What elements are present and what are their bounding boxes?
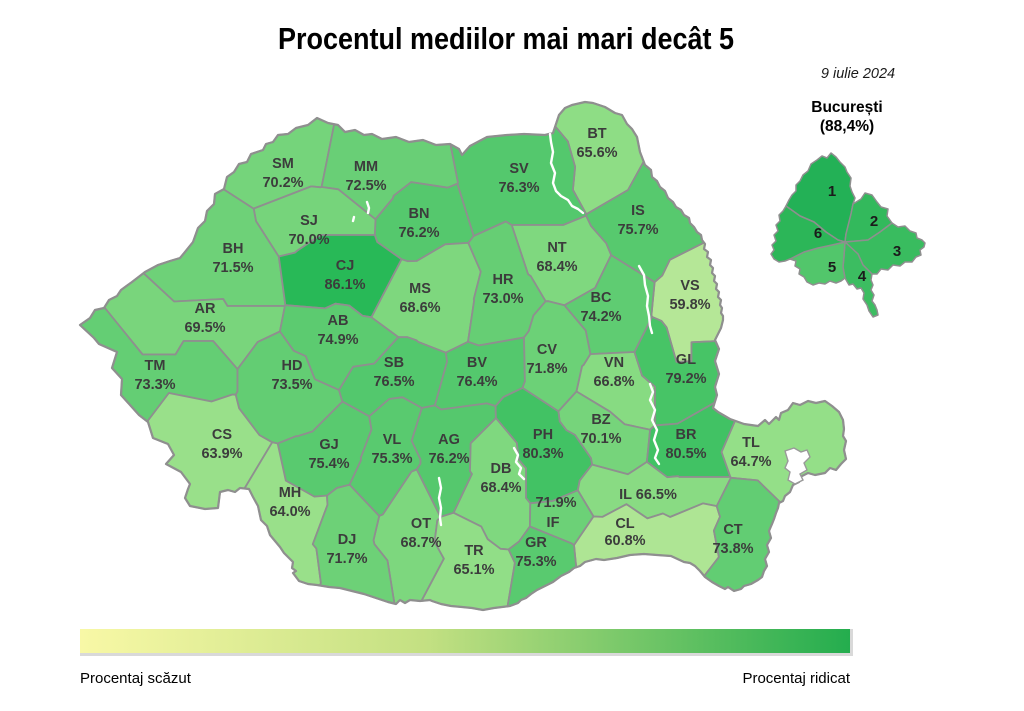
- svg-text:64.7%: 64.7%: [730, 454, 771, 470]
- svg-text:70.2%: 70.2%: [262, 175, 303, 191]
- svg-text:VN: VN: [604, 355, 624, 371]
- svg-text:DB: DB: [491, 461, 512, 477]
- svg-text:60.8%: 60.8%: [604, 533, 645, 549]
- svg-text:SJ: SJ: [300, 213, 318, 229]
- svg-text:4: 4: [858, 268, 867, 285]
- svg-text:IS: IS: [631, 203, 645, 219]
- svg-text:69.5%: 69.5%: [184, 320, 225, 336]
- svg-text:MH: MH: [279, 485, 302, 501]
- svg-text:80.3%: 80.3%: [522, 446, 563, 462]
- svg-text:GL: GL: [676, 352, 696, 368]
- svg-text:70.1%: 70.1%: [580, 431, 621, 447]
- svg-text:BN: BN: [409, 206, 430, 222]
- svg-text:SB: SB: [384, 355, 404, 371]
- svg-text:75.7%: 75.7%: [617, 222, 658, 238]
- svg-text:HD: HD: [282, 358, 303, 374]
- svg-text:68.7%: 68.7%: [400, 535, 441, 551]
- svg-text:IF: IF: [547, 515, 560, 531]
- svg-text:2: 2: [870, 213, 878, 230]
- svg-text:NT: NT: [547, 240, 566, 256]
- svg-text:BZ: BZ: [591, 412, 610, 428]
- svg-text:CT: CT: [723, 522, 742, 538]
- svg-text:VL: VL: [383, 432, 402, 448]
- svg-text:HR: HR: [493, 272, 514, 288]
- svg-text:GR: GR: [525, 535, 547, 551]
- svg-text:64.0%: 64.0%: [269, 504, 310, 520]
- svg-text:MM: MM: [354, 159, 378, 175]
- svg-text:73.3%: 73.3%: [134, 377, 175, 393]
- svg-text:BV: BV: [467, 355, 487, 371]
- svg-text:71.8%: 71.8%: [526, 361, 567, 377]
- svg-text:AG: AG: [438, 432, 460, 448]
- svg-text:OT: OT: [411, 516, 431, 532]
- svg-text:BC: BC: [591, 290, 612, 306]
- svg-text:66.8%: 66.8%: [593, 374, 634, 390]
- svg-text:75.3%: 75.3%: [515, 554, 556, 570]
- svg-text:Procentaj scăzut: Procentaj scăzut: [80, 670, 192, 687]
- svg-text:65.1%: 65.1%: [453, 562, 494, 578]
- svg-text:68.6%: 68.6%: [399, 300, 440, 316]
- svg-text:70.0%: 70.0%: [288, 232, 329, 248]
- svg-text:CL: CL: [615, 516, 634, 532]
- svg-text:76.2%: 76.2%: [398, 225, 439, 241]
- svg-text:CS: CS: [212, 427, 232, 443]
- svg-text:5: 5: [828, 259, 836, 276]
- svg-text:73.5%: 73.5%: [271, 377, 312, 393]
- svg-text:CJ: CJ: [336, 258, 355, 274]
- svg-text:3: 3: [893, 243, 901, 260]
- svg-text:(88,4%): (88,4%): [820, 118, 874, 135]
- svg-text:74.2%: 74.2%: [580, 309, 621, 325]
- svg-text:MS: MS: [409, 281, 431, 297]
- svg-text:TL: TL: [742, 435, 760, 451]
- svg-text:75.3%: 75.3%: [371, 451, 412, 467]
- svg-text:76.3%: 76.3%: [498, 180, 539, 196]
- svg-text:68.4%: 68.4%: [480, 480, 521, 496]
- svg-text:SV: SV: [509, 161, 529, 177]
- svg-text:68.4%: 68.4%: [536, 259, 577, 275]
- svg-text:DJ: DJ: [338, 532, 357, 548]
- svg-text:73.8%: 73.8%: [712, 541, 753, 557]
- svg-text:76.5%: 76.5%: [373, 374, 414, 390]
- svg-text:71.5%: 71.5%: [212, 260, 253, 276]
- svg-text:75.4%: 75.4%: [308, 456, 349, 472]
- svg-text:86.1%: 86.1%: [324, 277, 365, 293]
- svg-text:6: 6: [814, 225, 822, 242]
- svg-text:PH: PH: [533, 427, 553, 443]
- svg-text:1: 1: [828, 183, 836, 200]
- svg-text:Procentul mediilor mai mari de: Procentul mediilor mai mari decât 5: [278, 21, 734, 56]
- svg-text:GJ: GJ: [319, 437, 338, 453]
- svg-text:CV: CV: [537, 342, 557, 358]
- svg-text:TM: TM: [145, 358, 166, 374]
- svg-text:AR: AR: [195, 301, 216, 317]
- svg-text:Procentaj ridicat: Procentaj ridicat: [742, 670, 850, 687]
- svg-text:80.5%: 80.5%: [665, 446, 706, 462]
- svg-text:SM: SM: [272, 156, 294, 172]
- svg-text:71.9%: 71.9%: [535, 495, 576, 511]
- svg-text:București: București: [811, 99, 883, 116]
- svg-text:BT: BT: [587, 126, 606, 142]
- svg-text:IL 66.5%: IL 66.5%: [619, 487, 677, 503]
- svg-text:76.4%: 76.4%: [456, 374, 497, 390]
- svg-text:AB: AB: [328, 313, 349, 329]
- svg-text:65.6%: 65.6%: [576, 145, 617, 161]
- svg-text:74.9%: 74.9%: [317, 332, 358, 348]
- svg-text:79.2%: 79.2%: [665, 371, 706, 387]
- svg-text:73.0%: 73.0%: [482, 291, 523, 307]
- svg-text:BR: BR: [676, 427, 697, 443]
- svg-text:72.5%: 72.5%: [345, 178, 386, 194]
- svg-text:VS: VS: [680, 278, 700, 294]
- svg-text:71.7%: 71.7%: [326, 551, 367, 567]
- svg-text:59.8%: 59.8%: [669, 297, 710, 313]
- svg-text:BH: BH: [223, 241, 244, 257]
- svg-text:76.2%: 76.2%: [428, 451, 469, 467]
- svg-text:63.9%: 63.9%: [201, 446, 242, 462]
- svg-text:TR: TR: [464, 543, 484, 559]
- svg-text:9 iulie 2024: 9 iulie 2024: [821, 66, 895, 82]
